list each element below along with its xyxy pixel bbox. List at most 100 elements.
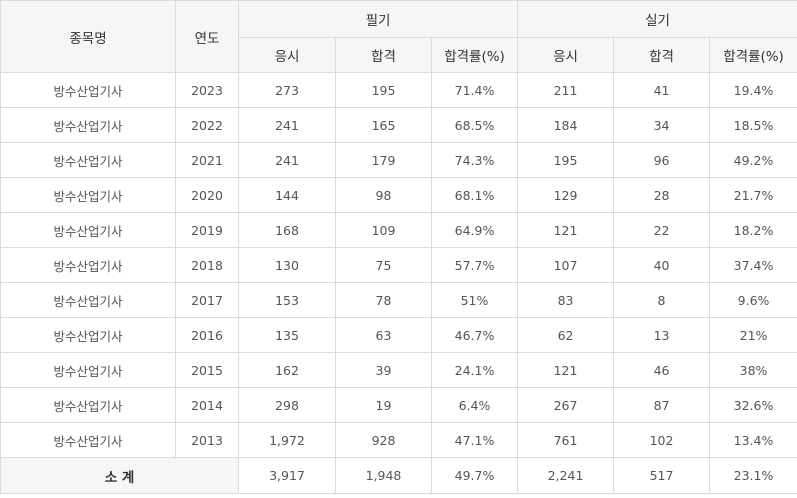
table-row: 방수산업기사 2020 144 98 68.1% 129 28 21.7% xyxy=(0,177,797,213)
cell-written-applicants: 1,972 xyxy=(238,422,336,458)
cell-practical-applicants: 267 xyxy=(517,387,615,423)
cell-practical-passed: 22 xyxy=(613,212,711,248)
cell-written-passed: 75 xyxy=(335,247,432,283)
cell-written-pass-rate: 74.3% xyxy=(430,142,519,178)
cell-written-passed: 109 xyxy=(335,212,432,248)
cell-item-name: 방수산업기사 xyxy=(0,352,176,388)
cell-written-passed: 78 xyxy=(335,282,432,318)
table-body: 방수산업기사 2023 273 195 71.4% 211 41 19.4% 방… xyxy=(0,72,797,458)
cell-practical-applicants: 62 xyxy=(517,317,615,353)
cell-practical-passed: 34 xyxy=(613,107,711,143)
total-written-pass-rate: 49.7% xyxy=(430,457,519,494)
cell-year: 2019 xyxy=(175,212,239,248)
cell-practical-passed: 46 xyxy=(613,352,711,388)
cell-year: 2018 xyxy=(175,247,239,283)
cell-written-applicants: 241 xyxy=(238,107,336,143)
cell-practical-passed: 96 xyxy=(613,142,711,178)
cell-written-applicants: 130 xyxy=(238,247,336,283)
cell-written-passed: 39 xyxy=(335,352,432,388)
cell-written-applicants: 298 xyxy=(238,387,336,423)
cell-item-name: 방수산업기사 xyxy=(0,317,176,353)
total-practical-applicants: 2,241 xyxy=(517,457,615,494)
cell-practical-pass-rate: 9.6% xyxy=(709,282,797,318)
cell-written-passed: 928 xyxy=(335,422,432,458)
cell-year: 2021 xyxy=(175,142,239,178)
cell-item-name: 방수산업기사 xyxy=(0,177,176,213)
header-written-applicants: 응시 xyxy=(238,37,336,73)
cell-item-name: 방수산업기사 xyxy=(0,387,176,423)
cell-practical-pass-rate: 32.6% xyxy=(709,387,797,423)
cell-year: 2023 xyxy=(175,72,239,108)
cell-practical-applicants: 107 xyxy=(517,247,615,283)
cell-written-applicants: 273 xyxy=(238,72,336,108)
cell-written-pass-rate: 24.1% xyxy=(430,352,519,388)
cell-written-passed: 165 xyxy=(335,107,432,143)
cell-written-applicants: 135 xyxy=(238,317,336,353)
total-practical-passed: 517 xyxy=(613,457,711,494)
cell-item-name: 방수산업기사 xyxy=(0,107,176,143)
cell-written-applicants: 162 xyxy=(238,352,336,388)
header-practical-applicants: 응시 xyxy=(517,37,615,73)
header-written-exam: 필기 xyxy=(237,0,519,38)
cell-written-applicants: 153 xyxy=(238,282,336,318)
table-row: 방수산업기사 2016 135 63 46.7% 62 13 21% xyxy=(0,317,797,353)
table-row: 방수산업기사 2021 241 179 74.3% 195 96 49.2% xyxy=(0,142,797,178)
cell-practical-passed: 87 xyxy=(613,387,711,423)
cell-practical-applicants: 129 xyxy=(517,177,615,213)
cell-written-pass-rate: 47.1% xyxy=(430,422,519,458)
header-item-name: 종목명 xyxy=(0,0,176,73)
cell-practical-pass-rate: 21% xyxy=(709,317,797,353)
cell-year: 2013 xyxy=(175,422,239,458)
table-row: 방수산업기사 2014 298 19 6.4% 267 87 32.6% xyxy=(0,387,797,423)
cell-practical-pass-rate: 13.4% xyxy=(709,422,797,458)
total-written-passed: 1,948 xyxy=(335,457,432,494)
cell-written-passed: 63 xyxy=(335,317,432,353)
cell-item-name: 방수산업기사 xyxy=(0,282,176,318)
cell-year: 2014 xyxy=(175,387,239,423)
table-row: 방수산업기사 2023 273 195 71.4% 211 41 19.4% xyxy=(0,72,797,108)
cell-year: 2020 xyxy=(175,177,239,213)
header-year: 연도 xyxy=(175,0,239,73)
cell-practical-passed: 8 xyxy=(613,282,711,318)
cell-practical-applicants: 184 xyxy=(517,107,615,143)
cell-practical-applicants: 195 xyxy=(517,142,615,178)
cell-item-name: 방수산업기사 xyxy=(0,212,176,248)
cell-practical-pass-rate: 18.5% xyxy=(709,107,797,143)
cell-written-pass-rate: 57.7% xyxy=(430,247,519,283)
header-written-passed: 합격 xyxy=(335,37,432,73)
cell-practical-pass-rate: 37.4% xyxy=(709,247,797,283)
cell-practical-pass-rate: 49.2% xyxy=(709,142,797,178)
cell-written-pass-rate: 6.4% xyxy=(430,387,519,423)
cell-item-name: 방수산업기사 xyxy=(0,422,176,458)
header-written-pass-rate: 합격률(%) xyxy=(430,37,519,73)
cell-practical-passed: 41 xyxy=(613,72,711,108)
cell-written-passed: 195 xyxy=(335,72,432,108)
cell-year: 2022 xyxy=(175,107,239,143)
cell-written-applicants: 241 xyxy=(238,142,336,178)
cell-written-passed: 179 xyxy=(335,142,432,178)
cell-practical-applicants: 121 xyxy=(517,352,615,388)
cell-written-pass-rate: 71.4% xyxy=(430,72,519,108)
cell-written-passed: 98 xyxy=(335,177,432,213)
cell-year: 2016 xyxy=(175,317,239,353)
header-practical-exam: 실기 xyxy=(517,0,797,38)
cell-practical-passed: 40 xyxy=(613,247,711,283)
cell-written-applicants: 144 xyxy=(238,177,336,213)
cell-practical-pass-rate: 21.7% xyxy=(709,177,797,213)
cell-year: 2015 xyxy=(175,352,239,388)
total-practical-pass-rate: 23.1% xyxy=(709,457,797,494)
total-row: 소 계 3,917 1,948 49.7% 2,241 517 23.1% xyxy=(0,457,797,494)
table-row: 방수산업기사 2022 241 165 68.5% 184 34 18.5% xyxy=(0,107,797,143)
cell-practical-passed: 13 xyxy=(613,317,711,353)
cell-written-pass-rate: 46.7% xyxy=(430,317,519,353)
table-row: 방수산업기사 2015 162 39 24.1% 121 46 38% xyxy=(0,352,797,388)
table-footer: 소 계 3,917 1,948 49.7% 2,241 517 23.1% xyxy=(0,457,797,494)
cell-practical-applicants: 121 xyxy=(517,212,615,248)
cell-written-pass-rate: 64.9% xyxy=(430,212,519,248)
cell-year: 2017 xyxy=(175,282,239,318)
total-label: 소 계 xyxy=(0,457,239,494)
table-row: 방수산업기사 2013 1,972 928 47.1% 761 102 13.4… xyxy=(0,422,797,458)
cell-practical-pass-rate: 38% xyxy=(709,352,797,388)
table-row: 방수산업기사 2018 130 75 57.7% 107 40 37.4% xyxy=(0,247,797,283)
